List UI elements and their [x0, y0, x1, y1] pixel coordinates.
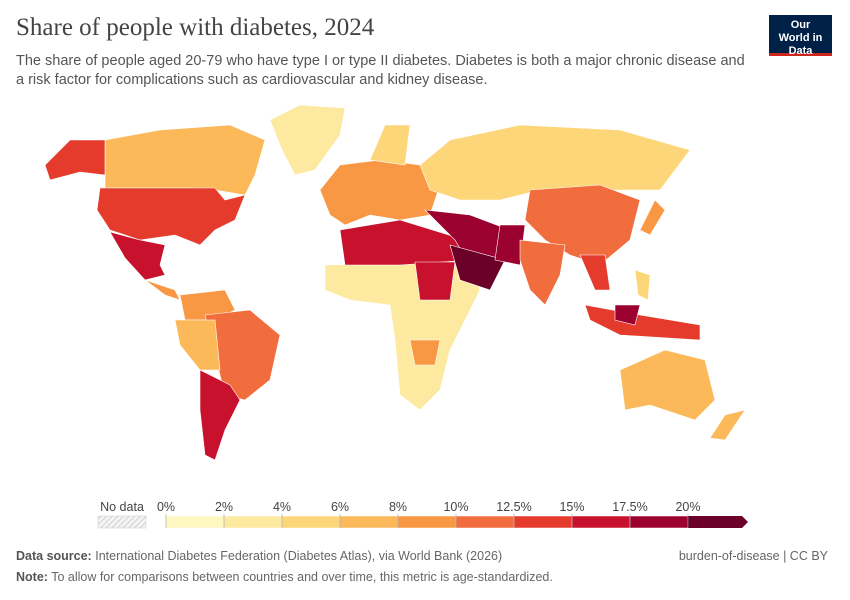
new-zealand[interactable]: [709, 409, 746, 441]
central-america[interactable]: [144, 279, 181, 301]
license[interactable]: burden-of-disease | CC BY: [678, 549, 828, 563]
note-label: Note:: [16, 570, 48, 584]
legend-tick-label: 8%: [389, 500, 407, 514]
legend-swatch: [688, 516, 748, 528]
australia[interactable]: [619, 349, 716, 421]
legend-tick-label: 10%: [443, 500, 468, 514]
countries: [44, 104, 746, 461]
legend-no-data-label: No data: [100, 500, 144, 514]
source: Data source: International Diabetes Fede…: [16, 549, 502, 563]
legend-swatch: [165, 515, 225, 529]
legend-tick-label: 12.5%: [496, 500, 531, 514]
indonesia[interactable]: [584, 304, 701, 341]
scandinavia[interactable]: [369, 124, 411, 166]
legend-swatch: [455, 515, 515, 529]
russia[interactable]: [419, 124, 691, 201]
greenland[interactable]: [269, 104, 346, 176]
sudan[interactable]: [414, 261, 456, 301]
legend-swatch: [571, 515, 631, 529]
note: Note: To allow for comparisons between c…: [16, 570, 553, 584]
pakistan[interactable]: [494, 224, 526, 266]
sub-saharan-africa[interactable]: [324, 261, 481, 411]
logo-text: Our World in Data: [778, 19, 823, 57]
legend-swatch: [629, 515, 689, 529]
note-text: To allow for comparisons between countri…: [51, 570, 553, 584]
title: Share of people with diabetes, 2024: [16, 14, 375, 41]
logo[interactable]: Our World in Data: [769, 15, 832, 57]
southern-cone[interactable]: [199, 369, 241, 461]
mexico[interactable]: [109, 231, 166, 281]
legend-swatch: [513, 515, 573, 529]
legend-swatch: [281, 515, 341, 529]
india[interactable]: [519, 239, 566, 306]
source-text: International Diabetes Federation (Diabe…: [95, 549, 503, 563]
japan[interactable]: [639, 199, 666, 236]
map: No data 0% 2% 4% 6% 8% 10% 12.5% 15% 17.5% 20%: [44, 104, 748, 529]
legend-swatch: [397, 515, 457, 529]
philippines[interactable]: [634, 269, 651, 301]
arabia[interactable]: [449, 244, 506, 291]
legend-tick-label: 17.5%: [612, 500, 647, 514]
legend-no-data-swatch: [97, 515, 147, 529]
alaska[interactable]: [44, 139, 106, 181]
canada[interactable]: [104, 124, 266, 196]
southeast-asia[interactable]: [579, 254, 611, 291]
legend-tick-label: 4%: [273, 500, 291, 514]
subtitle: The share of people aged 20-79 who have …: [16, 53, 745, 88]
legend-swatch: [339, 515, 399, 529]
andes[interactable]: [174, 319, 221, 371]
legend: No data 0% 2% 4% 6% 8% 10% 12.5% 15% 17.5% 20%: [97, 500, 748, 529]
usa[interactable]: [96, 187, 246, 246]
legend-tick-label: 20%: [675, 500, 700, 514]
source-label: Data source:: [16, 549, 92, 563]
legend-swatch: [223, 515, 283, 529]
legend-tick-label: 6%: [331, 500, 349, 514]
legend-tick-label: 2%: [215, 500, 233, 514]
southern-africa[interactable]: [409, 339, 441, 366]
legend-tick-label: 15%: [559, 500, 584, 514]
legend-tick-label: 0%: [157, 500, 175, 514]
malaysia[interactable]: [614, 304, 641, 326]
